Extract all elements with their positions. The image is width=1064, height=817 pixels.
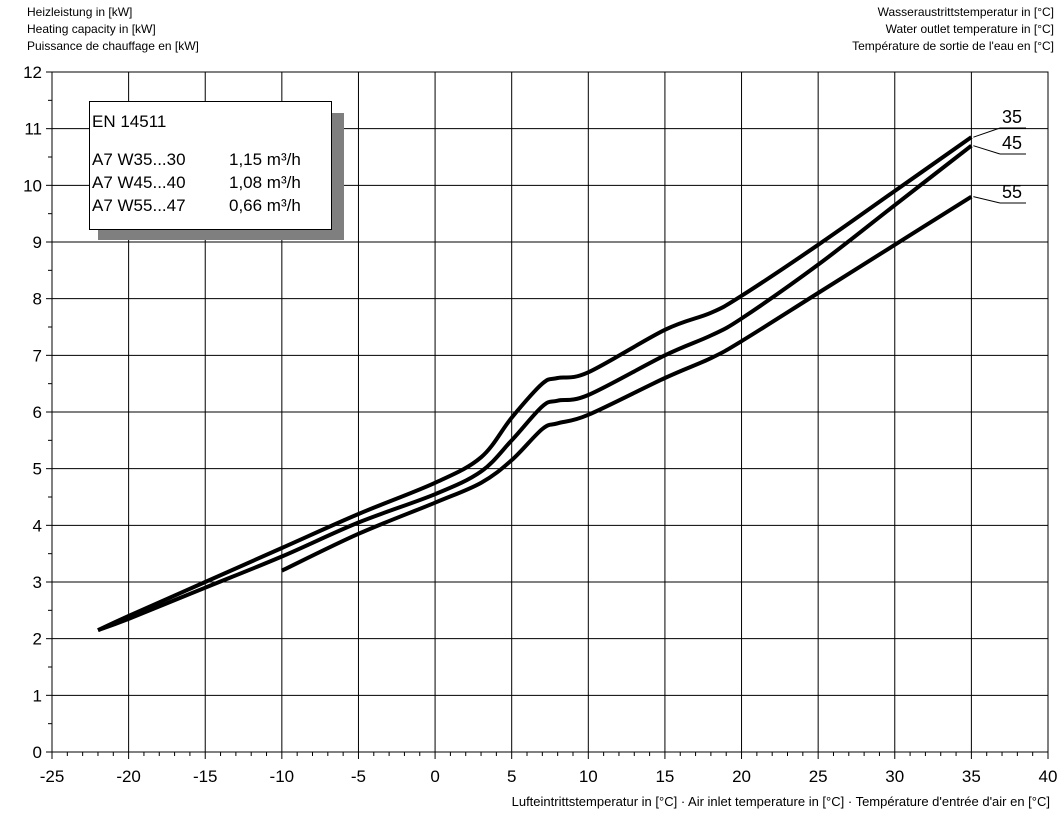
legend-shadow-bottom xyxy=(98,228,344,240)
series-label-leader xyxy=(973,196,1001,204)
y-axis-title: Heizleistung in [kW] Heating capacity in… xyxy=(27,4,199,55)
x-tick-label: 25 xyxy=(809,767,828,786)
y-tick-label: 3 xyxy=(33,573,42,592)
x-tick-label: 0 xyxy=(430,767,439,786)
series-line-55 xyxy=(280,194,973,573)
series-label-leader xyxy=(973,127,1001,138)
legend-row-label: A7 W55...47 xyxy=(92,196,186,215)
x-tick-label: -25 xyxy=(40,767,65,786)
y-tick-label: 10 xyxy=(23,176,42,195)
x-tick-label: 40 xyxy=(1039,767,1058,786)
x-axis-title: Lufteintrittstemperatur in [°C] · Air in… xyxy=(511,794,1050,809)
legend-row: A7 W55...47 0,66 m³/h xyxy=(92,196,301,216)
x-tick-label: -20 xyxy=(116,767,141,786)
y-tick-label: 2 xyxy=(33,630,42,649)
series-label-leader xyxy=(973,145,1001,155)
series-end-label-55: 55 xyxy=(1002,182,1022,202)
series-line-35 xyxy=(97,135,973,632)
y-tick-label: 12 xyxy=(23,63,42,82)
y-tick-label: 7 xyxy=(33,346,42,365)
secondary-axis-title-en: Water outlet temperature in [°C] xyxy=(885,22,1054,36)
secondary-axis-title-de: Wasseraustrittstemperatur in [°C] xyxy=(877,5,1054,19)
secondary-axis-title: Wasseraustrittstemperatur in [°C] Water … xyxy=(852,4,1054,55)
y-axis-title-de: Heizleistung in [kW] xyxy=(27,5,133,19)
y-tick-label: 9 xyxy=(33,233,42,252)
y-tick-label: 8 xyxy=(33,290,42,309)
x-tick-label: -15 xyxy=(193,767,218,786)
legend-row-value: 0,66 m³/h xyxy=(229,196,301,215)
x-tick-label: 15 xyxy=(655,767,674,786)
x-tick-label: -5 xyxy=(351,767,366,786)
legend-box: EN 14511 A7 W35...30 1,15 m³/h A7 W45...4… xyxy=(89,101,332,230)
legend-title: EN 14511 xyxy=(92,112,167,131)
y-tick-label: 6 xyxy=(33,403,42,422)
x-tick-label: 5 xyxy=(507,767,516,786)
x-tick-label: -10 xyxy=(270,767,295,786)
legend-row: A7 W35...30 1,15 m³/h xyxy=(92,150,301,170)
y-axis-title-fr: Puissance de chauffage en [kW] xyxy=(27,39,199,53)
x-tick-label: 10 xyxy=(579,767,598,786)
y-tick-label: 0 xyxy=(33,743,42,762)
x-tick-label: 35 xyxy=(962,767,981,786)
legend-row-value: 1,08 m³/h xyxy=(229,173,301,192)
series-end-label-35: 35 xyxy=(1002,107,1022,127)
legend-row: A7 W45...40 1,08 m³/h xyxy=(92,173,301,193)
legend-row-label: A7 W45...40 xyxy=(92,173,186,192)
y-tick-label: 11 xyxy=(24,120,42,139)
series-end-label-45: 45 xyxy=(1002,133,1022,153)
x-tick-label: 20 xyxy=(732,767,751,786)
series-line-45 xyxy=(97,144,973,633)
y-tick-label: 4 xyxy=(33,516,42,535)
secondary-axis-title-fr: Température de sortie de l'eau en [°C] xyxy=(852,39,1054,53)
y-tick-label: 5 xyxy=(33,460,42,479)
y-tick-label: 1 xyxy=(33,686,42,705)
legend-row-value: 1,15 m³/h xyxy=(229,150,301,169)
y-axis-title-en: Heating capacity in [kW] xyxy=(27,22,156,36)
x-tick-label: 30 xyxy=(885,767,904,786)
legend-row-label: A7 W35...30 xyxy=(92,150,186,169)
legend-shadow-right xyxy=(332,113,344,240)
